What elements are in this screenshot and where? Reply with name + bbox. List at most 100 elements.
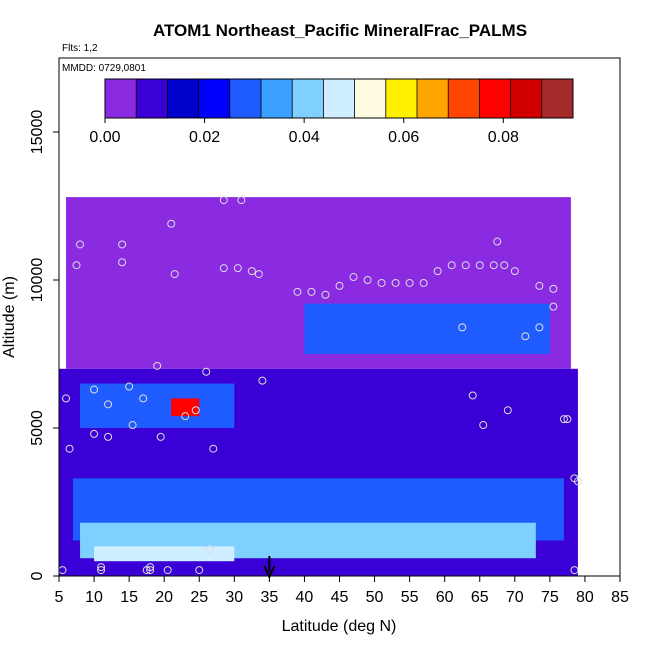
sample-point-40 — [335, 281, 344, 290]
x-tick-16: 85 — [611, 589, 629, 606]
sample-point-54 — [489, 261, 498, 270]
y-axis-label: Altitude (m) — [1, 276, 18, 358]
x-tick-9: 50 — [366, 589, 384, 606]
colorbar-swatch-4 — [229, 79, 262, 118]
location-arrow — [263, 556, 276, 580]
x-axis: 5 10 15 20 25 30 35 40 45 50 55 60 65 70 75 80 85 — [55, 575, 629, 606]
sample-point-55 — [493, 237, 502, 246]
sample-point-5 — [90, 385, 99, 394]
sample-point-35 — [254, 270, 263, 279]
sample-point-65 — [563, 415, 572, 424]
sample-point-58 — [510, 267, 519, 276]
sample-point-38 — [307, 287, 316, 296]
colorbar-swatch-6 — [292, 79, 324, 118]
y-tick-2: 10000 — [29, 258, 46, 303]
sample-point-6 — [90, 429, 99, 438]
x-tick-2: 15 — [120, 589, 138, 606]
colorbar-tick-0: 0.00 — [89, 129, 120, 146]
x-tick-15: 80 — [576, 589, 594, 606]
sample-point-47 — [433, 267, 442, 276]
colorbar-ticks: 0.00 0.02 0.04 0.06 0.08 — [89, 118, 519, 146]
sample-point-42 — [363, 276, 372, 284]
x-tick-1: 10 — [85, 589, 103, 606]
sample-point-62 — [549, 284, 558, 293]
sample-point-25 — [191, 406, 200, 415]
x-tick-4: 25 — [190, 589, 208, 606]
sample-point-45 — [405, 278, 414, 287]
colorbar-swatch-1 — [136, 79, 168, 118]
x-tick-3: 20 — [155, 589, 173, 606]
colorbar-swatch-3 — [198, 79, 231, 118]
colorbar-tick-1: 0.02 — [189, 129, 220, 146]
colorbar-swatch-8 — [354, 79, 387, 118]
sample-point-22 — [167, 219, 176, 228]
sample-point-1 — [62, 394, 71, 403]
sample-point-7 — [97, 566, 106, 575]
colorbar-swatch-13 — [510, 79, 543, 118]
sample-point-60 — [535, 323, 544, 332]
colorbar-tick-3: 0.06 — [388, 129, 419, 146]
sample-point-41 — [349, 273, 358, 282]
sample-point-19 — [153, 361, 162, 370]
x-tick-5: 30 — [225, 589, 243, 606]
sample-point-31 — [219, 264, 228, 273]
sample-point-64 — [559, 415, 568, 424]
colorbar — [104, 78, 574, 119]
sample-point-33 — [237, 196, 246, 205]
chart-title: ATOM1 Northeast_Pacific MineralFrac_PALM… — [153, 21, 527, 40]
arrow-head — [263, 565, 276, 580]
sample-point-24 — [181, 412, 190, 421]
heatmap-cells — [59, 197, 578, 576]
sample-point-10 — [104, 432, 113, 441]
sample-point-11 — [118, 240, 127, 249]
sample-point-63 — [549, 302, 558, 311]
heatmap-cell-6 — [94, 546, 235, 562]
sample-point-26 — [195, 566, 204, 575]
sample-point-39 — [321, 290, 330, 299]
mmdd-label: MMDD: 0729,0801 — [62, 63, 146, 74]
sample-point-23 — [170, 270, 179, 279]
colorbar-tick-4: 0.08 — [488, 129, 519, 146]
sample-point-67 — [573, 477, 582, 486]
sample-points — [58, 196, 582, 575]
sample-point-51 — [468, 391, 477, 400]
heatmap-cell-2 — [304, 303, 550, 354]
colorbar-swatch-9 — [385, 79, 418, 118]
flights-label: Flts: 1,2 — [62, 43, 98, 54]
heatmap-cell-0 — [66, 197, 571, 280]
colorbar-swatch-2 — [167, 79, 200, 118]
x-tick-0: 5 — [55, 589, 64, 606]
sample-point-43 — [377, 278, 386, 287]
sample-point-12 — [118, 258, 127, 267]
colorbar-tick-2: 0.04 — [289, 129, 320, 146]
sample-point-32 — [233, 264, 242, 273]
sample-point-59 — [521, 332, 530, 341]
colorbar-swatch-14 — [541, 79, 574, 118]
sample-point-13 — [125, 382, 134, 391]
sample-point-68 — [570, 566, 579, 575]
y-tick-3: 15000 — [29, 110, 46, 155]
x-tick-7: 40 — [296, 589, 314, 606]
sample-point-18 — [146, 566, 155, 575]
sample-point-34 — [247, 267, 256, 276]
sample-point-61 — [535, 281, 544, 290]
sample-point-2 — [65, 444, 74, 453]
sample-point-21 — [163, 566, 172, 575]
sample-point-36 — [258, 376, 267, 385]
x-tick-10: 55 — [401, 589, 419, 606]
sample-point-48 — [447, 261, 456, 270]
colorbar-swatch-0 — [105, 79, 137, 118]
colorbar-swatch-7 — [323, 79, 356, 118]
sample-point-17 — [146, 563, 155, 572]
x-tick-6: 35 — [260, 589, 278, 606]
sample-point-44 — [391, 278, 400, 287]
sample-point-52 — [475, 261, 484, 270]
sample-point-49 — [458, 323, 467, 332]
colorbar-swatch-12 — [479, 79, 512, 118]
sample-point-14 — [128, 421, 137, 430]
y-axis: 0 5000 10000 15000 — [29, 110, 60, 580]
sample-point-50 — [461, 261, 470, 270]
sample-point-27 — [202, 367, 211, 376]
sample-point-3 — [72, 261, 81, 270]
